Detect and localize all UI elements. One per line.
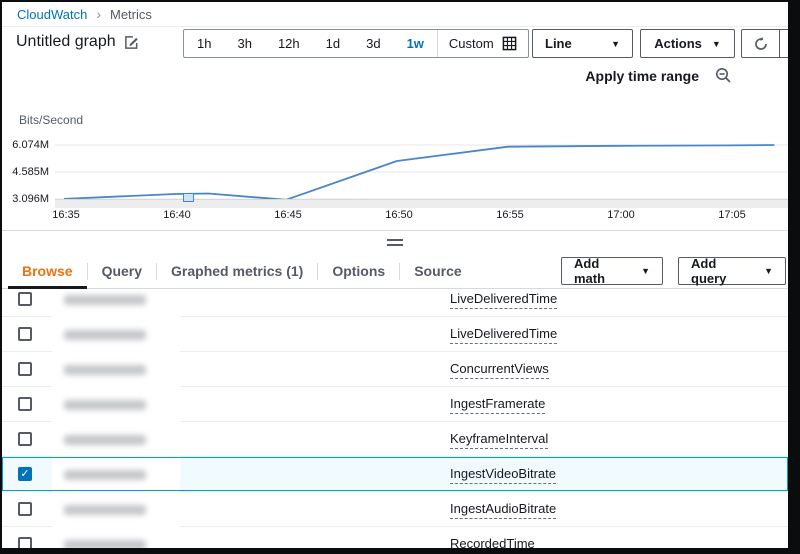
row-checkbox[interactable]	[18, 537, 32, 548]
tab-divider	[399, 262, 401, 280]
add-math-label: Add math	[574, 256, 606, 286]
apply-time-range-row: Apply time range	[585, 67, 732, 84]
custom-range-label: Custom	[448, 36, 494, 51]
graph-title-text: Untitled graph	[16, 33, 116, 50]
time-range-selector: 1h 3h 12h 1d 3d 1w Custom	[183, 29, 529, 58]
redacted-dimension-value	[64, 435, 146, 445]
add-query-label: Add query	[691, 256, 727, 286]
refresh-icon	[754, 36, 767, 50]
breadcrumb-current: Metrics	[110, 6, 152, 22]
tab-divider	[86, 262, 88, 280]
time-range-1w[interactable]: 1w	[406, 36, 424, 51]
y-axis-unit-label: Bits/Second	[19, 113, 84, 127]
x-axis-band	[55, 199, 788, 208]
chart-area: Apply time range Bits/Second 6.074M 4.58…	[2, 60, 788, 230]
segment-divider	[436, 30, 438, 57]
metric-name-link[interactable]: LiveDeliveredTime	[450, 326, 558, 344]
row-checkbox[interactable]	[18, 292, 32, 306]
metrics-tabs: Browse Query Graphed metrics (1) Options…	[2, 254, 788, 289]
y-tick-label: 4.585M	[12, 166, 49, 178]
redacted-dimension-value	[64, 365, 146, 375]
y-tick-label: 6.074M	[12, 139, 49, 151]
metric-name-link[interactable]: IngestFramerate	[450, 396, 546, 414]
cloudwatch-metrics-app: CloudWatch › Metrics Untitled graph 1h 3…	[2, 2, 788, 548]
actions-button[interactable]: Actions ▼	[640, 29, 735, 58]
graph-title: Untitled graph	[16, 33, 139, 51]
metric-name-link[interactable]: LiveDeliveredTime	[450, 291, 558, 309]
split-panel-divider	[2, 230, 788, 254]
chevron-down-icon: ▼	[641, 266, 650, 276]
time-range-1h[interactable]: 1h	[197, 36, 212, 51]
tab-graphed-metrics[interactable]: Graphed metrics (1)	[171, 263, 304, 279]
add-query-button[interactable]: Add query ▼	[678, 256, 786, 286]
breadcrumb-cloudwatch-link[interactable]: CloudWatch	[17, 6, 88, 22]
x-tick-label: 17:00	[607, 209, 635, 221]
refresh-button[interactable]	[742, 30, 780, 57]
time-range-3d[interactable]: 3d	[366, 36, 381, 51]
refresh-button-group	[741, 29, 788, 58]
time-range-1d[interactable]: 1d	[325, 36, 341, 51]
x-tick-label: 16:45	[274, 209, 302, 221]
metrics-table: LiveDeliveredTime LiveDeliveredTime Conc…	[2, 289, 788, 548]
tab-divider	[317, 262, 319, 280]
edit-title-icon[interactable]	[124, 35, 139, 50]
metric-name-link[interactable]: KeyframeInterval	[450, 431, 549, 449]
zoom-out-icon[interactable]	[715, 67, 732, 84]
breadcrumb: CloudWatch › Metrics	[2, 2, 788, 27]
y-tick-label: 3.096M	[12, 193, 49, 205]
row-checkbox[interactable]	[18, 432, 32, 446]
row-checkbox[interactable]	[18, 327, 32, 341]
x-tick-label: 16:35	[52, 209, 80, 221]
add-math-button[interactable]: Add math ▼	[561, 256, 663, 286]
calendar-icon	[502, 36, 517, 51]
custom-range-button[interactable]: Custom	[438, 36, 528, 51]
x-tick-label: 16:40	[163, 209, 191, 221]
chevron-down-icon: ▼	[711, 38, 721, 49]
row-checkbox-checked[interactable]: ✓	[18, 467, 32, 481]
timeline-annotation-marker[interactable]	[183, 193, 194, 202]
redacted-dimension-value	[64, 330, 146, 340]
table-row[interactable]: RecordedTime	[2, 527, 788, 548]
redacted-dimension-value	[64, 470, 146, 480]
row-checkbox[interactable]	[18, 362, 32, 376]
tab-divider	[156, 262, 158, 280]
metric-name-link[interactable]: IngestAudioBitrate	[450, 501, 557, 519]
row-checkbox[interactable]	[18, 502, 32, 516]
panel-resize-handle[interactable]	[387, 239, 403, 246]
redacted-dimension-value	[64, 400, 146, 410]
x-tick-label: 17:05	[718, 209, 746, 221]
tab-options[interactable]: Options	[332, 263, 386, 279]
tab-query[interactable]: Query	[101, 263, 143, 279]
chevron-down-icon: ▼	[611, 38, 620, 49]
row-checkbox[interactable]	[18, 397, 32, 411]
tab-browse[interactable]: Browse	[8, 254, 87, 289]
chart-type-value: Line	[545, 36, 572, 51]
redacted-dimension-value	[64, 295, 146, 305]
chart-svg	[55, 144, 788, 200]
metric-name-link[interactable]: ConcurrentViews	[450, 361, 549, 379]
redacted-dimension-value	[64, 540, 146, 548]
x-tick-label: 16:55	[496, 209, 524, 221]
redacted-dimension-value	[64, 505, 146, 515]
tab-source[interactable]: Source	[414, 263, 462, 279]
time-range-12h[interactable]: 12h	[277, 36, 300, 51]
apply-time-range-label: Apply time range	[585, 67, 699, 84]
time-range-3h[interactable]: 3h	[237, 36, 252, 51]
metric-name-link[interactable]: RecordedTime	[450, 536, 535, 548]
chevron-down-icon: ▼	[764, 266, 773, 276]
graph-header: Untitled graph 1h 3h 12h 1d 3d 1w Custom	[2, 27, 788, 86]
chart-type-select[interactable]: Line ▼	[532, 29, 633, 58]
x-tick-label: 16:50	[385, 209, 413, 221]
metric-name-link[interactable]: IngestVideoBitrate	[450, 466, 556, 484]
breadcrumb-separator-icon: ›	[96, 6, 101, 22]
actions-label: Actions	[654, 36, 702, 51]
